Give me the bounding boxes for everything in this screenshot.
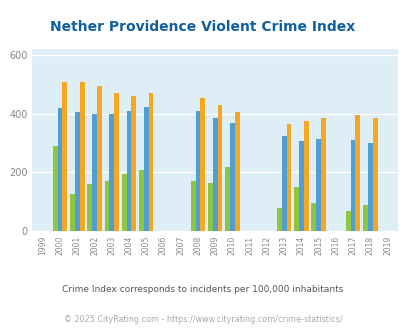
Bar (217, 105, 222, 231)
Bar (92, 114, 97, 231)
Bar (87, 184, 92, 231)
Bar (122, 174, 126, 231)
Bar (320, 118, 325, 231)
Bar (79, 82, 84, 231)
Text: Nether Providence Violent Crime Index: Nether Providence Violent Crime Index (50, 20, 355, 34)
Bar (234, 113, 239, 231)
Bar (207, 183, 212, 231)
Bar (225, 167, 230, 231)
Bar (200, 98, 205, 231)
Text: Crime Index corresponds to incidents per 100,000 inhabitants: Crime Index corresponds to incidents per… (62, 285, 343, 294)
Bar (303, 121, 308, 231)
Bar (97, 86, 102, 231)
Bar (345, 211, 350, 231)
Bar (114, 93, 119, 231)
Bar (195, 111, 200, 231)
Bar (75, 112, 79, 231)
Bar (350, 140, 355, 231)
Bar (190, 181, 195, 231)
Bar (62, 82, 67, 231)
Bar (212, 118, 217, 231)
Bar (58, 108, 62, 231)
Bar (315, 139, 320, 231)
Bar (298, 141, 303, 231)
Bar (70, 194, 75, 231)
Bar (131, 96, 136, 231)
Bar (281, 136, 286, 231)
Bar (372, 118, 377, 231)
Bar (276, 208, 281, 231)
Bar (104, 181, 109, 231)
Bar (53, 146, 58, 231)
Bar (139, 170, 143, 231)
Bar (143, 107, 148, 231)
Bar (109, 114, 114, 231)
Bar (355, 115, 359, 231)
Bar (286, 124, 291, 231)
Bar (367, 143, 372, 231)
Bar (362, 205, 367, 231)
Bar (293, 187, 298, 231)
Text: © 2025 CityRating.com - https://www.cityrating.com/crime-statistics/: © 2025 CityRating.com - https://www.city… (64, 315, 341, 324)
Bar (230, 123, 234, 231)
Bar (311, 203, 315, 231)
Bar (126, 111, 131, 231)
Bar (148, 93, 153, 231)
